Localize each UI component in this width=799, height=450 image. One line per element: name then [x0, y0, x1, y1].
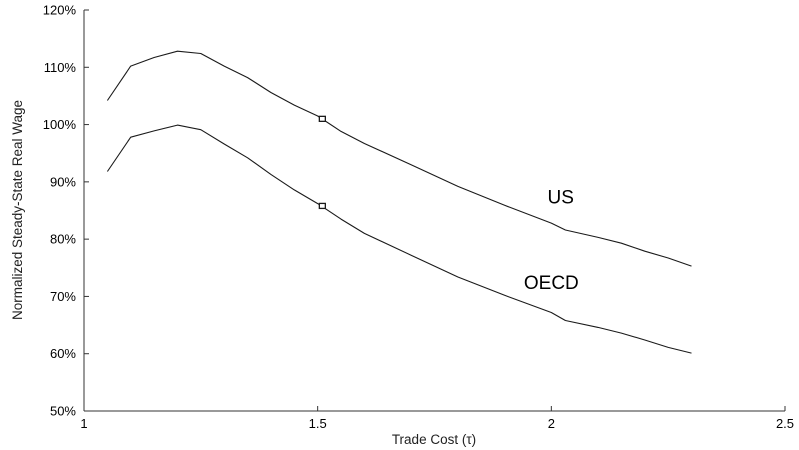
y-tick-label: 80%	[50, 232, 76, 247]
series-line-oecd	[106, 124, 692, 354]
marker-oecd	[318, 202, 326, 210]
series-label-us: US	[547, 188, 573, 209]
y-tick-label: 60%	[50, 346, 76, 361]
x-tick-label: 1.5	[309, 416, 327, 431]
y-tick-label: 70%	[50, 289, 76, 304]
y-tick-label: 50%	[50, 404, 76, 419]
y-tick-label: 90%	[50, 174, 76, 189]
series-layer	[106, 50, 692, 354]
axes: 50% 60% 70% 80% 90% 100% 110% 120% 1 1.5 2 2.5	[43, 3, 794, 432]
series-line-us	[106, 50, 692, 267]
series-label-oecd: OECD	[524, 273, 579, 294]
x-tick-label: 2.5	[776, 416, 794, 431]
y-axis-label: Normalized Steady-State Real Wage	[10, 100, 25, 320]
y-tick-label: 100%	[43, 117, 77, 132]
y-tick-label: 110%	[44, 60, 77, 75]
y-tick-label: 120%	[43, 3, 77, 18]
x-tick-label: 2	[548, 416, 555, 431]
x-axis-label: Trade Cost (τ)	[392, 432, 476, 447]
annotation-layer: US OECD	[524, 188, 579, 294]
marker-us	[318, 115, 326, 122]
x-tick-label: 1	[80, 416, 87, 431]
